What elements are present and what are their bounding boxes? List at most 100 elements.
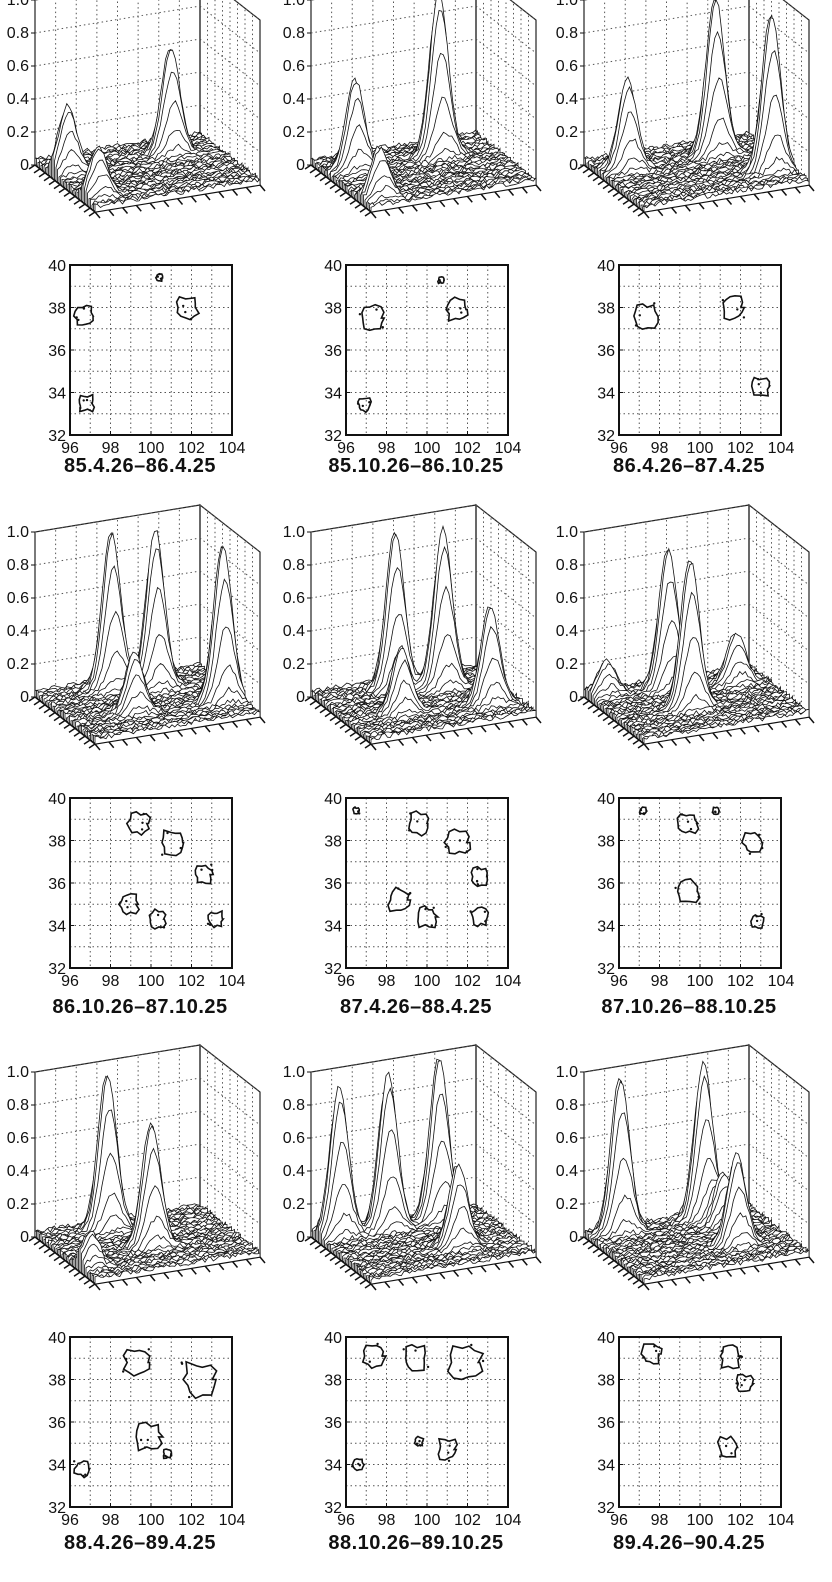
axis-tick	[602, 715, 610, 722]
axis-tick	[149, 734, 156, 742]
x-tick-label: 96	[610, 1512, 628, 1529]
x-tick-label: 102	[727, 440, 754, 457]
axis-tick	[657, 741, 664, 749]
axis-tick	[121, 739, 129, 746]
contour-speck	[459, 1369, 462, 1372]
grid-line	[199, 1110, 261, 1159]
contour-plot-1: 96 98 100 102 104 32 34 36 38 40	[48, 258, 245, 457]
axis-tick	[324, 1252, 332, 1258]
contour-speck	[634, 324, 638, 327]
z-tick-label: 0.6	[7, 58, 29, 75]
surface-slice	[361, 145, 528, 206]
x-tick-label: 100	[414, 1512, 441, 1529]
grid-line	[583, 71, 750, 100]
contour-speck	[180, 1362, 184, 1366]
contour-speck	[119, 901, 122, 904]
grid-line	[509, 0, 537, 21]
x-tick-label: 104	[219, 440, 246, 457]
contour-speck	[642, 812, 646, 815]
contour-speck	[740, 1355, 744, 1359]
axis-tick	[670, 207, 678, 214]
axis-tick	[592, 708, 600, 714]
axis-tick	[231, 1261, 239, 1268]
axis-tick	[780, 189, 788, 196]
axis-tick	[657, 209, 664, 217]
contour-speck	[736, 308, 739, 311]
grid-line	[199, 504, 261, 553]
grid-line	[310, 1044, 477, 1073]
contour-speck	[735, 1382, 738, 1385]
y-tick-label: 36	[324, 876, 342, 893]
x-tick-label: 96	[337, 1512, 355, 1529]
grid-line	[475, 38, 537, 87]
z-tick-label: 0.6	[283, 58, 305, 75]
axis-tick	[83, 207, 91, 213]
axis-tick	[28, 164, 36, 170]
contour-speck	[740, 1384, 743, 1387]
contour-speck	[82, 1474, 85, 1478]
axis-tick	[384, 741, 391, 749]
axis-tick	[135, 204, 142, 212]
contour-speck	[73, 1460, 76, 1463]
z-tick-label: 1.0	[283, 524, 305, 541]
axis-tick	[684, 1276, 691, 1284]
grid-line	[475, 603, 537, 652]
contour-speck	[351, 1465, 354, 1468]
contour-speck	[357, 810, 360, 813]
z-tick-label: 1.0	[283, 1064, 305, 1081]
y-tick-label: 36	[597, 876, 615, 893]
z-tick-label: 0.8	[283, 1097, 305, 1114]
surface-plot-4: 0 0.2 0.4 0.6 0.8 1.0	[7, 503, 266, 751]
y-tick-label: 34	[324, 1458, 342, 1475]
grid-line	[748, 1143, 810, 1192]
axis-tick	[712, 200, 719, 208]
contour-speck	[206, 922, 210, 925]
axis-tick	[68, 1267, 76, 1273]
y-tick-label: 38	[597, 1373, 615, 1390]
contour-speck	[758, 833, 761, 836]
contour-line	[633, 303, 659, 331]
axis-tick	[359, 739, 367, 745]
y-tick-label: 38	[597, 301, 615, 318]
x-tick-label: 100	[138, 973, 165, 990]
surface-plot-1: 0 0.2 0.4 0.6 0.8 1.0	[7, 0, 266, 219]
contour-speck	[697, 895, 700, 899]
grid-line	[475, 1176, 537, 1225]
grid-line	[310, 636, 477, 665]
z-tick-label: 0	[20, 1229, 29, 1246]
grid-line	[475, 636, 537, 685]
z-tick-label: 0	[296, 689, 305, 706]
z-tick-label: 0.8	[283, 557, 305, 574]
axis-tick	[698, 734, 705, 742]
contour-speck	[419, 1444, 422, 1447]
axis-tick	[38, 172, 46, 178]
axis-tick	[627, 1275, 635, 1281]
contour-line	[135, 1421, 165, 1452]
z-tick-label: 0.6	[283, 590, 305, 607]
panel-caption: 86.10.26–87.10.25	[52, 996, 228, 1018]
z-tick-label: 0.2	[7, 1196, 29, 1213]
axis-tick	[364, 743, 372, 749]
contour-speck	[724, 1444, 728, 1448]
axis-tick	[43, 176, 51, 182]
axis-tick	[466, 1267, 473, 1275]
x-tick-label: 96	[337, 440, 355, 457]
contour-speck	[426, 1365, 430, 1369]
z-tick-label: 0	[20, 157, 29, 174]
grid-line	[583, 603, 750, 632]
axis-tick	[334, 187, 342, 194]
axis-tick	[78, 203, 86, 209]
x-tick-label: 104	[768, 440, 795, 457]
grid-line	[748, 104, 810, 153]
contour-line	[404, 1343, 427, 1372]
grid-line	[748, 603, 810, 652]
axis-tick	[218, 191, 225, 199]
z-tick-label: 0.2	[7, 656, 29, 673]
grid-line	[34, 603, 201, 632]
contour-speck	[139, 1438, 143, 1442]
y-tick-label: 32	[324, 428, 342, 445]
z-tick-label: 1.0	[556, 0, 578, 9]
axis-tick	[319, 708, 327, 714]
axis-tick	[135, 1276, 142, 1284]
